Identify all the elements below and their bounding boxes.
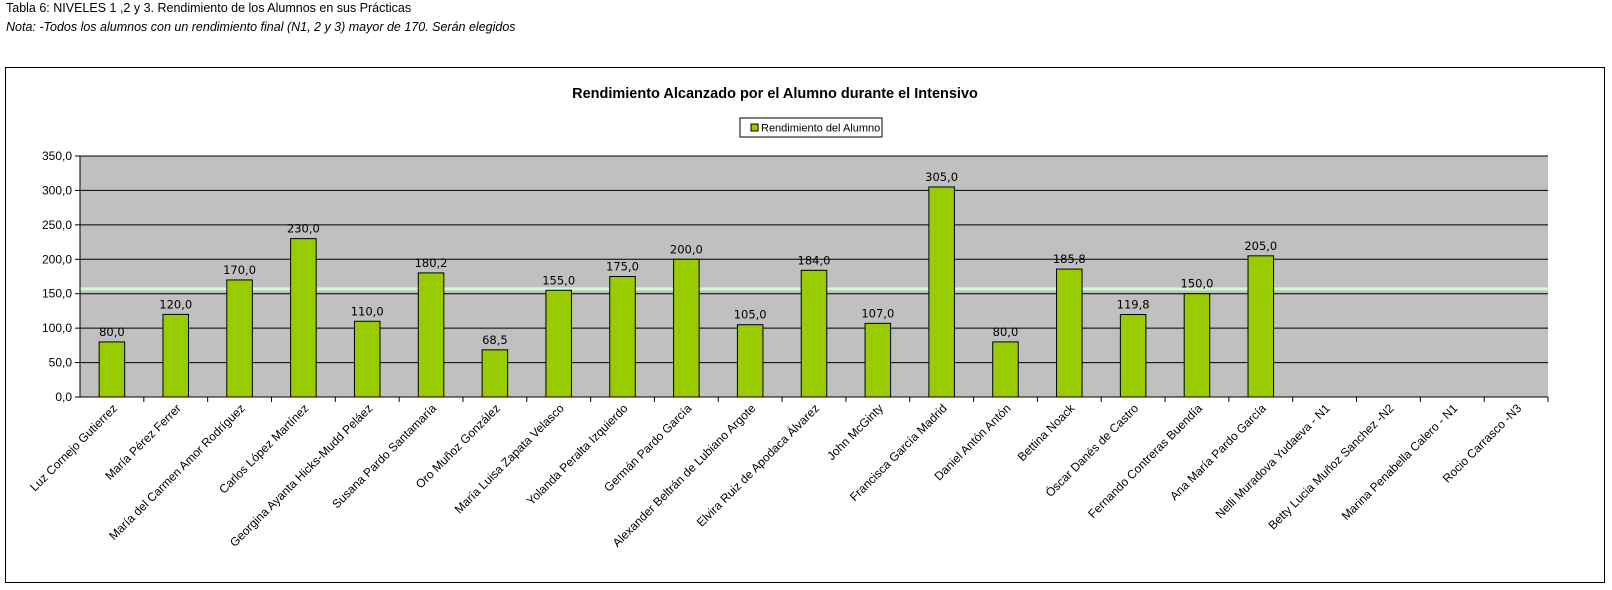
bar <box>353 320 381 398</box>
data-label: 105,0 <box>734 308 767 322</box>
bar <box>992 341 1019 398</box>
y-tick-label: 50,0 <box>49 356 73 370</box>
bar <box>1183 293 1211 398</box>
bar <box>736 324 764 398</box>
data-label: 80,0 <box>993 325 1019 339</box>
category-label: Fernando Contreras Buendía <box>1085 401 1205 521</box>
data-label: 155,0 <box>542 273 575 287</box>
category-label: Susana Pardo Santamaría <box>329 401 439 511</box>
bar <box>545 289 572 398</box>
data-label: 184,0 <box>798 253 831 267</box>
bar <box>673 258 700 398</box>
category-label: Betty Lucia Muñoz Sanchez -N2 <box>1265 401 1396 532</box>
data-label: 170,0 <box>223 263 256 277</box>
data-label: 230,0 <box>287 222 320 236</box>
table-caption-note: Nota: -Todos los alumnos con un rendimie… <box>6 20 516 34</box>
bar <box>1056 268 1083 398</box>
category-label: Luz Cornejo Gutierrez <box>27 401 120 494</box>
data-label: 205,0 <box>1244 239 1277 253</box>
data-label: 120,0 <box>159 297 192 311</box>
y-tick-label: 200,0 <box>42 252 72 266</box>
y-tick-label: 250,0 <box>42 218 72 232</box>
category-label: Alexander Beltrán de Lubiano Argote <box>610 401 759 550</box>
bar <box>1119 314 1147 398</box>
bar <box>1247 255 1275 398</box>
category-label: María del Carmen Amor Rodríguez <box>106 401 247 542</box>
category-label: Nelli Muradova Yudaeva - N1 <box>1213 401 1333 521</box>
category-label: Georgina Ayanta Hicks-Mudd Peláez <box>227 401 375 549</box>
data-label: 68,5 <box>482 333 508 347</box>
data-label: 185,8 <box>1053 252 1086 266</box>
data-label: 175,0 <box>606 260 639 274</box>
data-label: 180,2 <box>415 256 448 270</box>
y-tick-label: 100,0 <box>42 321 72 335</box>
y-tick-label: 150,0 <box>42 287 72 301</box>
category-label: Elvira Ruiz de Apodaca Álvarez <box>693 401 822 530</box>
chart-title: Rendimiento Alcanzado por el Alumno dura… <box>572 86 978 102</box>
category-label: María Luisa Zapata Velasco <box>452 401 567 516</box>
chart-legend: Rendimiento del Alumno <box>739 117 883 138</box>
y-tick-label: 300,0 <box>42 183 72 197</box>
bar <box>162 313 190 398</box>
bar <box>928 186 955 398</box>
bar <box>226 279 253 398</box>
data-label: 107,0 <box>861 306 894 320</box>
data-label: 200,0 <box>670 242 703 256</box>
y-tick-label: 350,0 <box>42 149 72 163</box>
category-label: John McGinty <box>824 401 886 463</box>
data-label: 305,0 <box>925 170 958 184</box>
bar-chart: Rendimiento Alcanzado por el Alumno dura… <box>27 86 1549 550</box>
bar <box>481 349 509 398</box>
data-label: 110,0 <box>351 304 384 318</box>
bar <box>290 238 317 398</box>
y-tick-label: 0,0 <box>55 390 72 404</box>
bar <box>864 322 892 398</box>
legend-box <box>739 117 883 138</box>
table-caption-title: Tabla 6: NIVELES 1 ,2 y 3. Rendimiento d… <box>6 1 412 15</box>
legend-label: Rendimiento del Alumno <box>761 123 880 135</box>
category-label: Marina Penabella Calero - N1 <box>1339 401 1461 523</box>
data-label: 80,0 <box>99 325 125 339</box>
chart-area: Rendimiento Alcanzado por el Alumno dura… <box>5 67 1605 583</box>
data-label: 119,8 <box>1117 298 1150 312</box>
bar <box>417 272 445 398</box>
data-label: 150,0 <box>1180 277 1213 291</box>
bar <box>800 269 828 398</box>
category-label: Bettina Noack <box>1015 401 1078 464</box>
legend-swatch <box>750 123 759 132</box>
plot-area: 0,0 50,0 100,0 150,0 200,0 250,0 300,0 350,0 80,… <box>27 149 1549 550</box>
bar <box>609 276 636 398</box>
bar <box>98 341 126 398</box>
